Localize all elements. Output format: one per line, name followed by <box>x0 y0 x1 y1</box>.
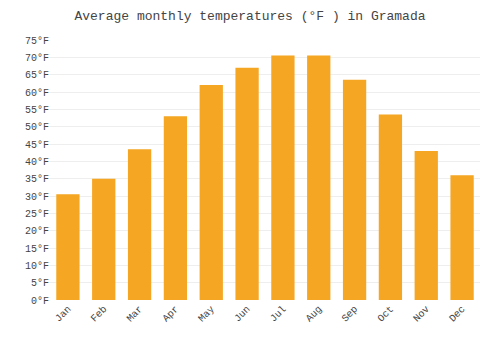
svg-text:Average monthly temperatures (: Average monthly temperatures (°F ) in Gr… <box>74 9 425 24</box>
svg-text:Jun: Jun <box>232 304 253 325</box>
svg-text:45°F: 45°F <box>25 140 49 151</box>
svg-text:Sep: Sep <box>340 304 361 325</box>
svg-text:60°F: 60°F <box>25 88 49 99</box>
svg-text:55°F: 55°F <box>25 105 49 116</box>
svg-text:Apr: Apr <box>161 304 182 325</box>
svg-text:25°F: 25°F <box>25 209 49 220</box>
svg-text:65°F: 65°F <box>25 70 49 81</box>
svg-text:15°F: 15°F <box>25 244 49 255</box>
svg-text:Oct: Oct <box>376 304 397 325</box>
svg-text:May: May <box>196 304 217 325</box>
svg-text:Feb: Feb <box>89 304 110 325</box>
svg-text:70°F: 70°F <box>25 53 49 64</box>
svg-text:20°F: 20°F <box>25 226 49 237</box>
svg-text:Mar: Mar <box>125 304 146 325</box>
svg-text:50°F: 50°F <box>25 122 49 133</box>
svg-text:5°F: 5°F <box>31 278 49 289</box>
svg-text:Dec: Dec <box>447 304 468 325</box>
svg-text:10°F: 10°F <box>25 261 49 272</box>
svg-text:Aug: Aug <box>304 304 325 325</box>
svg-text:Nov: Nov <box>411 304 432 325</box>
svg-text:75°F: 75°F <box>25 36 49 47</box>
svg-text:30°F: 30°F <box>25 192 49 203</box>
svg-text:Jul: Jul <box>268 304 289 325</box>
svg-text:40°F: 40°F <box>25 157 49 168</box>
svg-text:0°F: 0°F <box>31 296 49 307</box>
svg-text:Jan: Jan <box>53 304 74 325</box>
svg-text:35°F: 35°F <box>25 174 49 185</box>
